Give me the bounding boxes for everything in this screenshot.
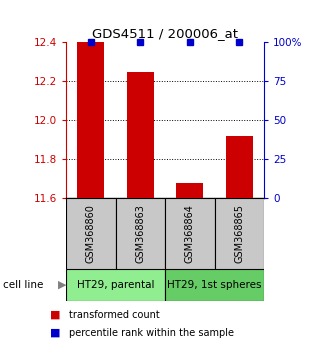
Bar [115,198,165,269]
Bar [165,198,214,269]
Text: GSM368865: GSM368865 [234,204,244,263]
Text: GSM368863: GSM368863 [135,204,145,263]
Text: ▶: ▶ [58,280,66,290]
Text: ■: ■ [50,328,60,338]
Bar [176,183,203,198]
Bar [226,136,253,198]
Text: ■: ■ [50,310,60,320]
Text: GSM368864: GSM368864 [185,204,195,263]
Bar [66,269,165,301]
Text: percentile rank within the sample: percentile rank within the sample [69,328,234,338]
Bar [127,72,154,198]
Text: cell line: cell line [3,280,44,290]
Bar [77,42,104,198]
Text: HT29, 1st spheres: HT29, 1st spheres [167,280,262,290]
Text: transformed count: transformed count [69,310,160,320]
Bar [165,269,264,301]
Bar [66,198,115,269]
Bar [214,198,264,269]
Text: GSM368860: GSM368860 [86,204,96,263]
Text: HT29, parental: HT29, parental [77,280,154,290]
Title: GDS4511 / 200006_at: GDS4511 / 200006_at [92,27,238,40]
